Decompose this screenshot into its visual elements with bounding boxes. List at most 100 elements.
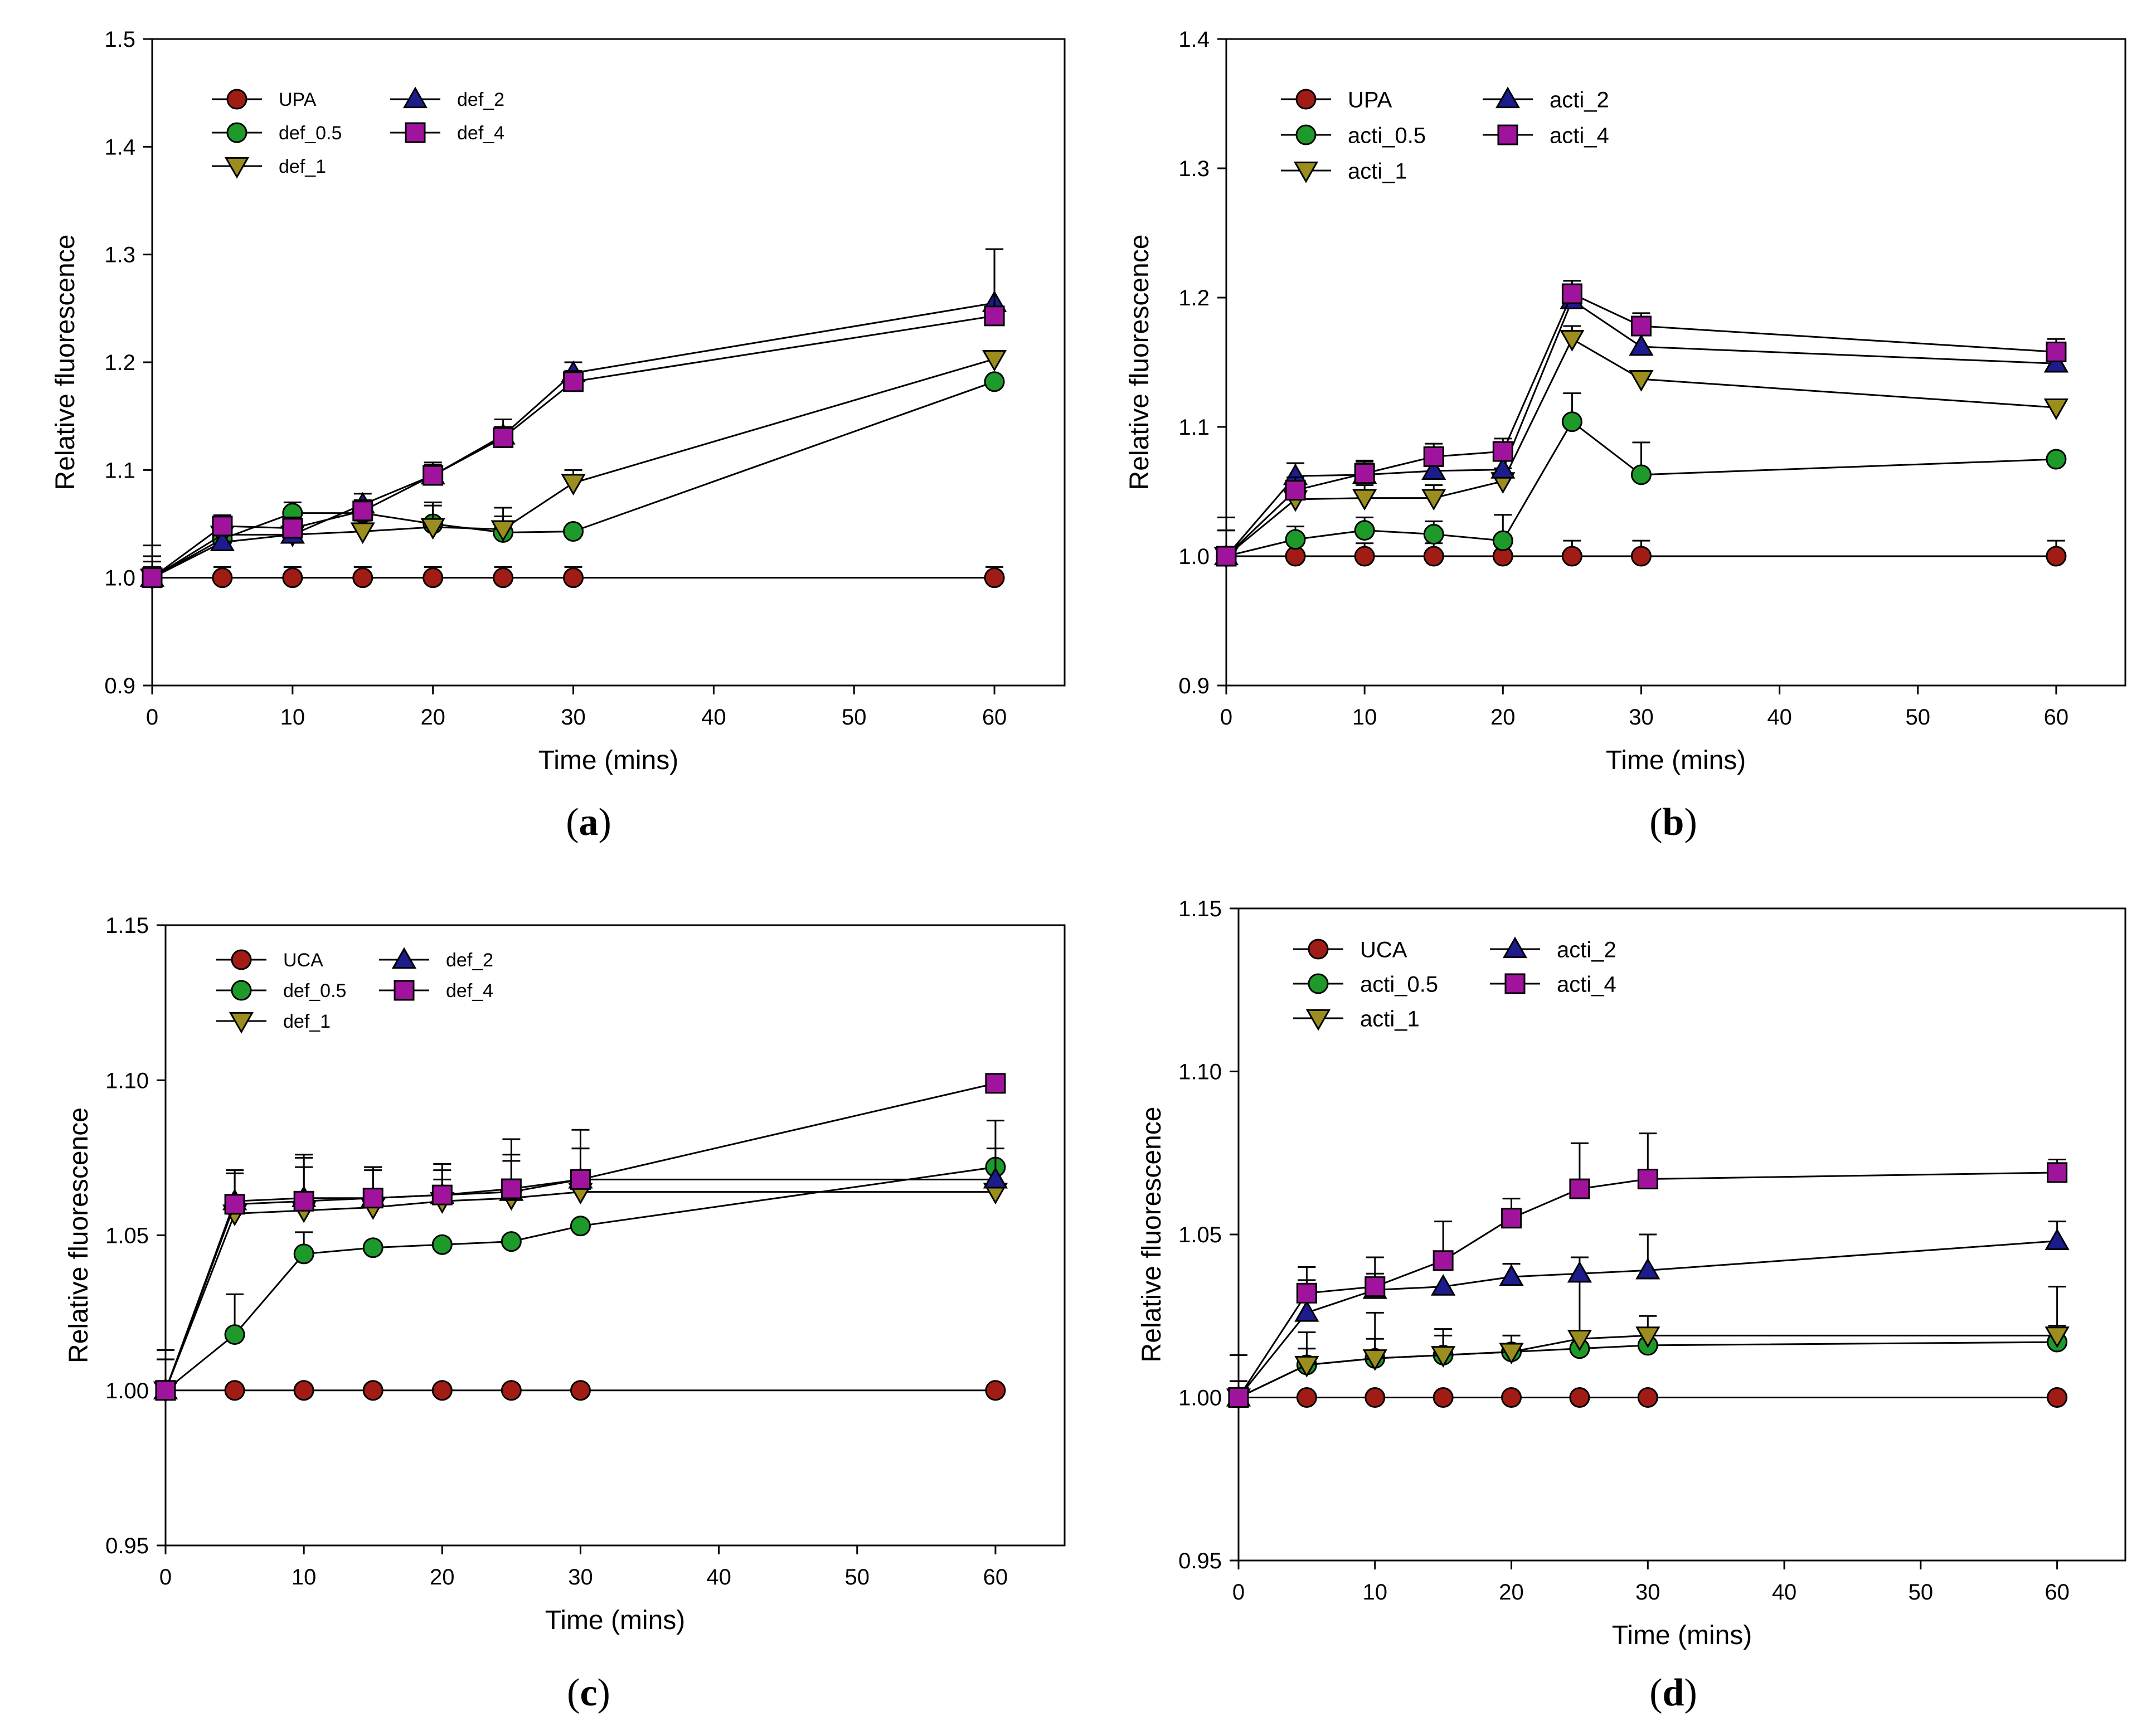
series-line: [1238, 1334, 2057, 1398]
data-point: [423, 465, 444, 486]
y-tick-label: 0.95: [1178, 1549, 1222, 1573]
data-point: [563, 521, 584, 542]
data-point: [362, 1188, 383, 1209]
legend-marker: [402, 86, 428, 109]
data-point: [2047, 1162, 2068, 1183]
panel-label: (d): [1649, 1671, 1697, 1714]
y-tick-label: 0.9: [104, 674, 135, 698]
chart-panel-b: 0 10 20 30 40 50 60 0.9 1.0 1.1 1.2 1.3 1.4 Time (min…: [1125, 27, 2126, 844]
legend-marker: [1495, 86, 1521, 109]
legend-marker: [1308, 939, 1329, 960]
x-tick-label: 20: [420, 705, 445, 730]
x-tick-label: 20: [1499, 1580, 1524, 1605]
panel-label-letter: d: [1663, 1671, 1684, 1714]
legend-label: def_0.5: [279, 123, 342, 144]
data-point: [2046, 449, 2067, 470]
series-line: [1226, 338, 2057, 557]
y-axis-title: Relative fluorescence: [51, 235, 80, 490]
legend-marker: [1305, 1009, 1331, 1031]
legend-marker: [405, 122, 426, 143]
y-tick-label: 1.5: [104, 27, 135, 52]
legend-item-acti_4: acti_4: [1483, 123, 1609, 148]
data-point: [501, 1380, 522, 1401]
data-point: [1569, 1178, 1590, 1199]
data-point: [1228, 1387, 1249, 1408]
x-tick-label: 0: [146, 705, 158, 730]
data-point: [352, 500, 373, 522]
data-point: [1421, 489, 1446, 511]
data-point: [1423, 524, 1444, 545]
chart-panel-a: 0 10 20 30 40 50 60 0.9 1.0 1.1 1.2 1.3 1.4 1.5 Time (…: [51, 27, 1066, 844]
legend-item-def_1: def_1: [216, 1011, 331, 1034]
x-tick-label: 10: [1352, 705, 1377, 730]
data-point: [1296, 1282, 1317, 1304]
y-tick-label: 1.00: [105, 1379, 149, 1403]
data-point: [293, 1380, 314, 1401]
legend-marker: [231, 980, 252, 1001]
data-point: [491, 520, 516, 542]
data-point: [1492, 530, 1513, 551]
data-point: [1561, 411, 1582, 432]
x-tick-label: 30: [568, 1565, 593, 1589]
y-tick-label: 1.2: [104, 351, 135, 375]
data-point: [1630, 464, 1652, 485]
data-point: [1423, 446, 1444, 467]
panel-label: (c): [567, 1671, 610, 1714]
y-tick-label: 1.0: [104, 566, 135, 591]
legend-marker: [1308, 973, 1329, 994]
panel-label-open-paren: (: [567, 1671, 580, 1714]
series-line: [1237, 1240, 2057, 1398]
y-tick-label: 1.05: [1178, 1223, 1222, 1247]
series-UPA: [142, 566, 1005, 589]
data-point: [984, 305, 1005, 327]
chart-panel-c: 0 10 20 30 40 50 60 0.95 1.00 1.05 1.10 1.15 Time (m…: [64, 913, 1066, 1714]
data-point: [1421, 458, 1446, 480]
legend-label: acti_0.5: [1360, 972, 1438, 996]
legend-item-def_4: def_4: [390, 122, 504, 144]
series-line: [152, 358, 995, 579]
x-tick-label: 50: [842, 705, 867, 730]
data-point: [1499, 1343, 1524, 1365]
panel-label-letter: a: [579, 801, 599, 844]
x-tick-label: 40: [1767, 705, 1792, 730]
y-axis-title: Relative fluorescence: [1137, 1107, 1167, 1363]
data-point: [982, 350, 1007, 372]
data-point: [1285, 480, 1306, 501]
series-line: [1225, 293, 2057, 557]
data-point: [2046, 341, 2067, 362]
data-point: [983, 1166, 1008, 1189]
legend-marker: [394, 980, 415, 1001]
x-axis-title: Time (mins): [538, 746, 679, 775]
data-point: [293, 1243, 314, 1265]
data-point: [570, 1380, 591, 1401]
data-point: [1635, 1257, 1660, 1280]
y-tick-label: 0.9: [1178, 674, 1210, 698]
series-line: [1226, 420, 2056, 557]
data-point: [1629, 370, 1654, 392]
data-point: [2043, 398, 2069, 420]
data-point: [1492, 441, 1513, 462]
y-axis-title: Relative fluorescence: [64, 1107, 94, 1363]
x-tick-label: 0: [1232, 1580, 1245, 1605]
y-tick-label: 1.3: [104, 243, 135, 268]
x-tick-label: 40: [706, 1565, 731, 1589]
panel-label: (b): [1649, 801, 1697, 844]
x-tick-label: 10: [1363, 1580, 1388, 1605]
panel-label-open-paren: (: [1649, 801, 1662, 844]
legend-item-acti_0.5: acti_0.5: [1293, 972, 1438, 996]
x-tick-label: 20: [1490, 705, 1516, 730]
data-point: [431, 1234, 453, 1255]
x-axis-title: Time (mins): [1612, 1621, 1752, 1650]
plot-frame: [1225, 38, 2126, 687]
data-point: [501, 1231, 522, 1252]
y-tick-label: 1.10: [105, 1068, 149, 1093]
data-point: [1431, 1274, 1456, 1296]
data-point: [293, 1190, 314, 1212]
data-point: [350, 522, 375, 545]
series-line: [152, 315, 995, 579]
legend-label: UCA: [1360, 937, 1407, 962]
legend-marker: [1497, 124, 1518, 145]
data-point: [1569, 1387, 1590, 1408]
data-point: [984, 567, 1005, 589]
data-point: [282, 518, 303, 539]
